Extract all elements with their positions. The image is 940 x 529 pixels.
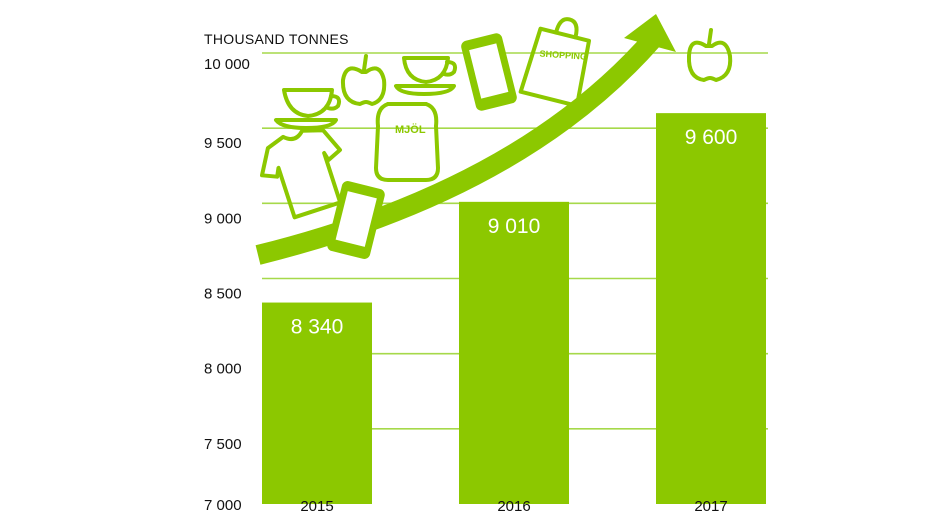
y-tick-label: 7 500 xyxy=(204,436,242,453)
tshirt-icon xyxy=(259,128,343,220)
bars xyxy=(262,113,766,504)
shopping-bag-label: SHOPPING xyxy=(539,49,587,62)
apple-icon xyxy=(686,28,733,82)
y-tick-label: 7 000 xyxy=(204,497,242,514)
unit-label: THOUSAND TONNES xyxy=(204,31,349,47)
y-tick-label: 8 000 xyxy=(204,361,242,378)
y-tick-label: 10 000 xyxy=(204,56,250,73)
coffee-cup-icon xyxy=(274,88,342,130)
flour-bag-label: MJÖL xyxy=(395,123,426,136)
flour-bag-icon: MJÖL xyxy=(374,102,440,182)
bar-2015 xyxy=(262,302,372,504)
y-tick-label: 9 000 xyxy=(204,210,242,227)
shopping-bag-icon: SHOPPING xyxy=(518,17,592,108)
x-tick-label: 2017 xyxy=(694,498,727,515)
y-tick-label: 9 500 xyxy=(204,135,242,152)
coffee-cup-icon xyxy=(394,56,458,96)
bar-value-label: 9 600 xyxy=(685,126,738,149)
mobile-phone-icon xyxy=(461,33,517,111)
rising-arrow-icon xyxy=(255,14,676,265)
bar-value-label: 8 340 xyxy=(291,316,344,339)
bar-2017 xyxy=(656,113,766,504)
x-tick-label: 2015 xyxy=(300,498,333,515)
bar-value-label: 9 010 xyxy=(488,215,541,238)
bar-2016 xyxy=(459,201,569,504)
apple-icon xyxy=(340,54,387,106)
illustration: MJÖL SHOPPING xyxy=(255,14,733,265)
bar-value-labels: 8 340 9 010 9 600 xyxy=(291,126,738,338)
y-tick-label: 8 500 xyxy=(204,286,242,303)
x-axis-labels: 2015 2016 2017 xyxy=(300,498,727,515)
x-tick-label: 2016 xyxy=(497,498,530,515)
mobile-phone-icon xyxy=(327,181,385,259)
y-axis-ticks: 7 000 7 500 8 000 8 500 9 000 9 500 10 000 xyxy=(204,56,250,514)
